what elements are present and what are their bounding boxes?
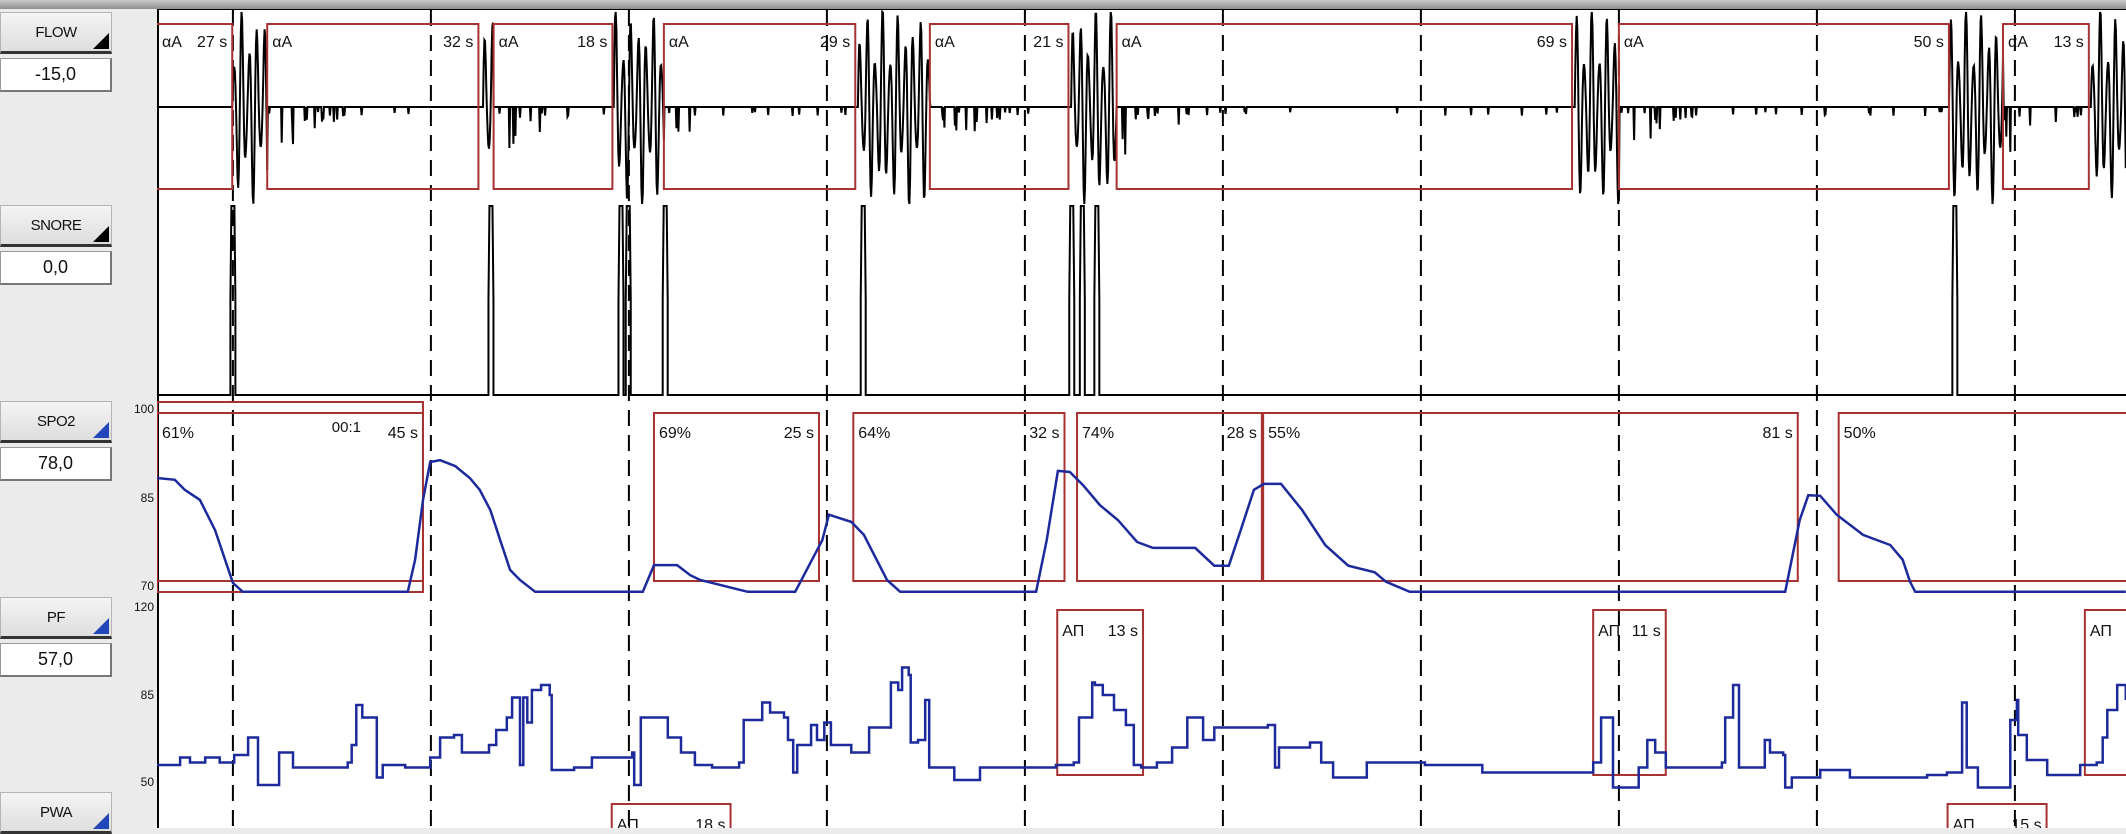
flow-event-label: αA [935,34,955,51]
window-top-bar [0,0,2126,9]
channel-label: FLOW [35,23,77,41]
spo2-event-box [1262,412,1799,582]
pwa-event-label: АП [617,817,639,828]
flow-event-duration: 13 s [2054,34,2084,51]
pf-event-box [2083,609,2126,776]
channel-label: PWA [39,803,73,821]
channel-button-pf[interactable]: PF [0,597,112,639]
flow-event-duration: 27 s [197,34,227,51]
flow-event-duration: 21 s [1033,34,1063,51]
pf-event-label: АП [1598,623,1620,640]
flow-event-duration: 18 s [577,34,607,51]
pf-event-box [1592,609,1667,776]
spo2-event-box [852,412,1066,582]
spo2-event-label: 61% [162,425,194,442]
pwa-event-duration: 18 s [695,817,725,828]
spo2-event-box [1837,412,2126,582]
flow-event-box [266,23,480,190]
flow-event-box [662,23,857,190]
dropdown-corner-icon [93,226,109,242]
flow-event-label: αA [499,34,519,51]
pwa-event-duration: 15 s [2011,817,2041,828]
flow-event-label: αA [1624,34,1644,51]
spo2-event-duration: 81 s [1763,425,1793,442]
flow-event-box [492,23,614,190]
spo2-event-label: 64% [858,425,890,442]
snore-trace [157,205,2126,396]
flow-event-label: αA [669,34,689,51]
spo2-event-box [1076,412,1263,582]
flow-event-duration: 69 s [1537,34,1567,51]
channel-value-spo2: 78,0 [0,447,112,481]
pf-trace [157,666,2126,789]
spo2-event-box [652,412,820,582]
flow-event-box [157,23,234,190]
spo2-scale-tick: 100 [134,402,154,416]
spo2-event-label: 50% [1844,425,1876,442]
pf-scale-tick: 50 [141,775,155,789]
pf-event-duration: 11 s [1632,623,1661,640]
spo2-event-duration: 32 s [1029,425,1059,442]
flow-event-box [2002,23,2090,190]
channel-label: SPO2 [36,412,76,430]
spo2-event-time-fragment: 00:1 [332,419,361,436]
flow-trace [157,9,2126,205]
pf-scale-tick: 85 [141,688,155,702]
plot-layer: αA 27 s αA 32 s αA 18 s αA 29 s αA 21 s αA 69 s αA 50… [157,9,2126,828]
spo2-event-duration: 28 s [1227,425,1257,442]
pwa-event-box [1946,803,2048,828]
spo2-event-label: 69% [659,425,691,442]
spo2-event-duration: 25 s [784,425,814,442]
pf-scale-tick: 120 [134,600,154,614]
spo2-event-label: 55% [1268,425,1300,442]
dropdown-corner-icon [93,618,109,634]
flow-event-box [1617,23,1950,190]
pf-event-label: АП [2090,623,2112,640]
channel-label: SNORE [30,216,82,234]
pwa-event-box [610,803,732,828]
flow-event-duration: 32 s [443,34,473,51]
dropdown-corner-icon [93,422,109,438]
channel-button-flow[interactable]: FLOW [0,12,112,54]
channel-label: PF [46,608,66,626]
flow-event-duration: 50 s [1914,34,1944,51]
dropdown-corner-icon [93,813,109,829]
channel-value-snore: 0,0 [0,251,112,285]
spo2-scale-tick: 70 [141,579,155,593]
pwa-event-label: АП [1953,817,1975,828]
pf-event-label: АП [1062,623,1084,640]
channel-button-snore[interactable]: SNORE [0,205,112,247]
flow-event-duration: 29 s [820,34,850,51]
dropdown-corner-icon [93,33,109,49]
spo2-event-label: 74% [1082,425,1114,442]
spo2-scale-tick: 85 [141,491,155,505]
flow-event-box [928,23,1070,190]
channel-value-flow: -15,0 [0,58,112,92]
flow-event-label: αA [272,34,292,51]
channel-value-pf: 57,0 [0,643,112,677]
flow-event-label: αA [2008,34,2028,51]
flow-event-box [1115,23,1574,190]
pf-event-box [1056,609,1145,776]
spo2-event-duration: 45 s [388,425,418,442]
spo2-trace [157,458,2126,594]
pf-event-duration: 13 s [1108,623,1138,640]
flow-event-label: αA [1122,34,1142,51]
channel-button-spo2[interactable]: SPO2 [0,401,112,443]
flow-event-label: αA [162,34,182,51]
